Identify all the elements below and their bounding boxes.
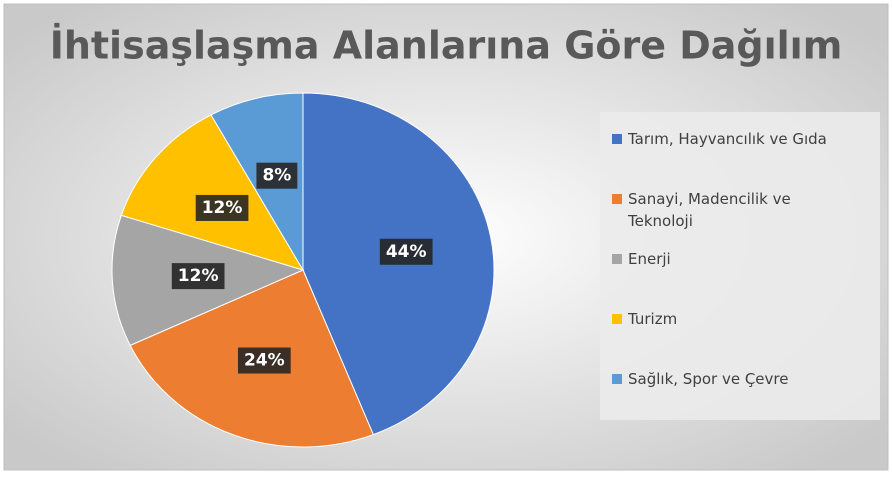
pie: 44% 24% 12% 12% 8% (111, 92, 495, 448)
legend-swatch (612, 374, 622, 384)
legend-swatch (612, 254, 622, 264)
legend-item: Enerji (612, 248, 862, 270)
legend-swatch (612, 314, 622, 324)
data-label-box (256, 162, 298, 189)
data-label: 12% (202, 198, 243, 218)
data-label: 12% (178, 266, 219, 286)
data-label-box (379, 238, 433, 265)
data-label-box (171, 263, 225, 290)
legend-item: Sanayi, Madencilik ve Teknoloji (612, 188, 862, 232)
legend-swatch (612, 134, 622, 144)
legend-label: Sanayi, Madencilik ve Teknoloji (628, 190, 791, 230)
data-label: 8% (262, 166, 291, 186)
data-label: 44% (386, 242, 427, 262)
legend-label: Sağlık, Spor ve Çevre (628, 370, 789, 388)
legend-label: Tarım, Hayvancılık ve Gıda (628, 130, 827, 148)
legend-label: Enerji (628, 250, 671, 268)
legend-item: Sağlık, Spor ve Çevre (612, 368, 862, 390)
data-label-box (195, 194, 249, 221)
data-label-box (237, 347, 291, 374)
legend-item: Turizm (612, 308, 862, 330)
pie-slice (120, 114, 305, 271)
data-label: 24% (244, 351, 285, 371)
chart-title: İhtisaşlaşma Alanlarına Göre Dağılım (50, 24, 843, 68)
legend-swatch (612, 194, 622, 204)
legend-item: Tarım, Hayvancılık ve Gıda (612, 128, 862, 150)
legend: Tarım, Hayvancılık ve Gıda Sanayi, Madenc… (600, 112, 880, 420)
legend-label: Turizm (628, 310, 678, 328)
